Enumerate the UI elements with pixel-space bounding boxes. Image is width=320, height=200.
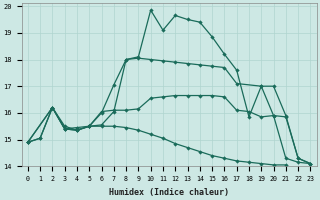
X-axis label: Humidex (Indice chaleur): Humidex (Indice chaleur) xyxy=(109,188,229,197)
